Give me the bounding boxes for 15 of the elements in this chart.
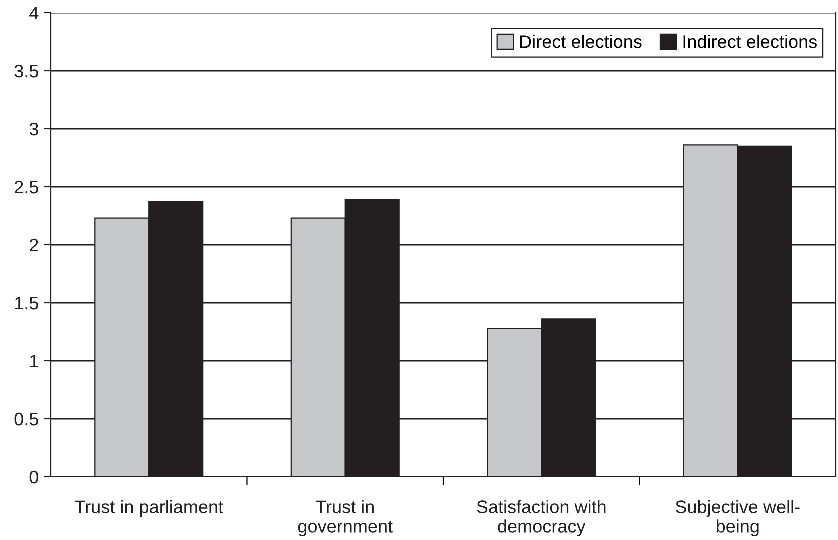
x-tick-label: Satisfaction with democracy <box>477 500 606 536</box>
y-tick-label: 1.5 <box>15 297 38 310</box>
y-tick-label: 4 <box>30 7 39 20</box>
y-tick-label: 1 <box>30 355 38 368</box>
legend-label: Indirect elections <box>684 35 817 48</box>
x-tick-label: Trust in government <box>298 500 393 536</box>
x-tick-label: Subjective well- being <box>676 500 800 536</box>
x-tick-label: Trust in parliament <box>75 500 224 518</box>
y-tick-label: 0.5 <box>14 412 38 426</box>
y-tick-label: 2.5 <box>15 180 38 194</box>
y-tick-label: 3.5 <box>14 64 38 78</box>
y-tick-label: 2 <box>30 238 38 252</box>
legend-label: Direct elections <box>520 35 642 48</box>
y-tick-label: 3 <box>30 122 38 136</box>
y-tick-label: 0 <box>30 470 38 484</box>
